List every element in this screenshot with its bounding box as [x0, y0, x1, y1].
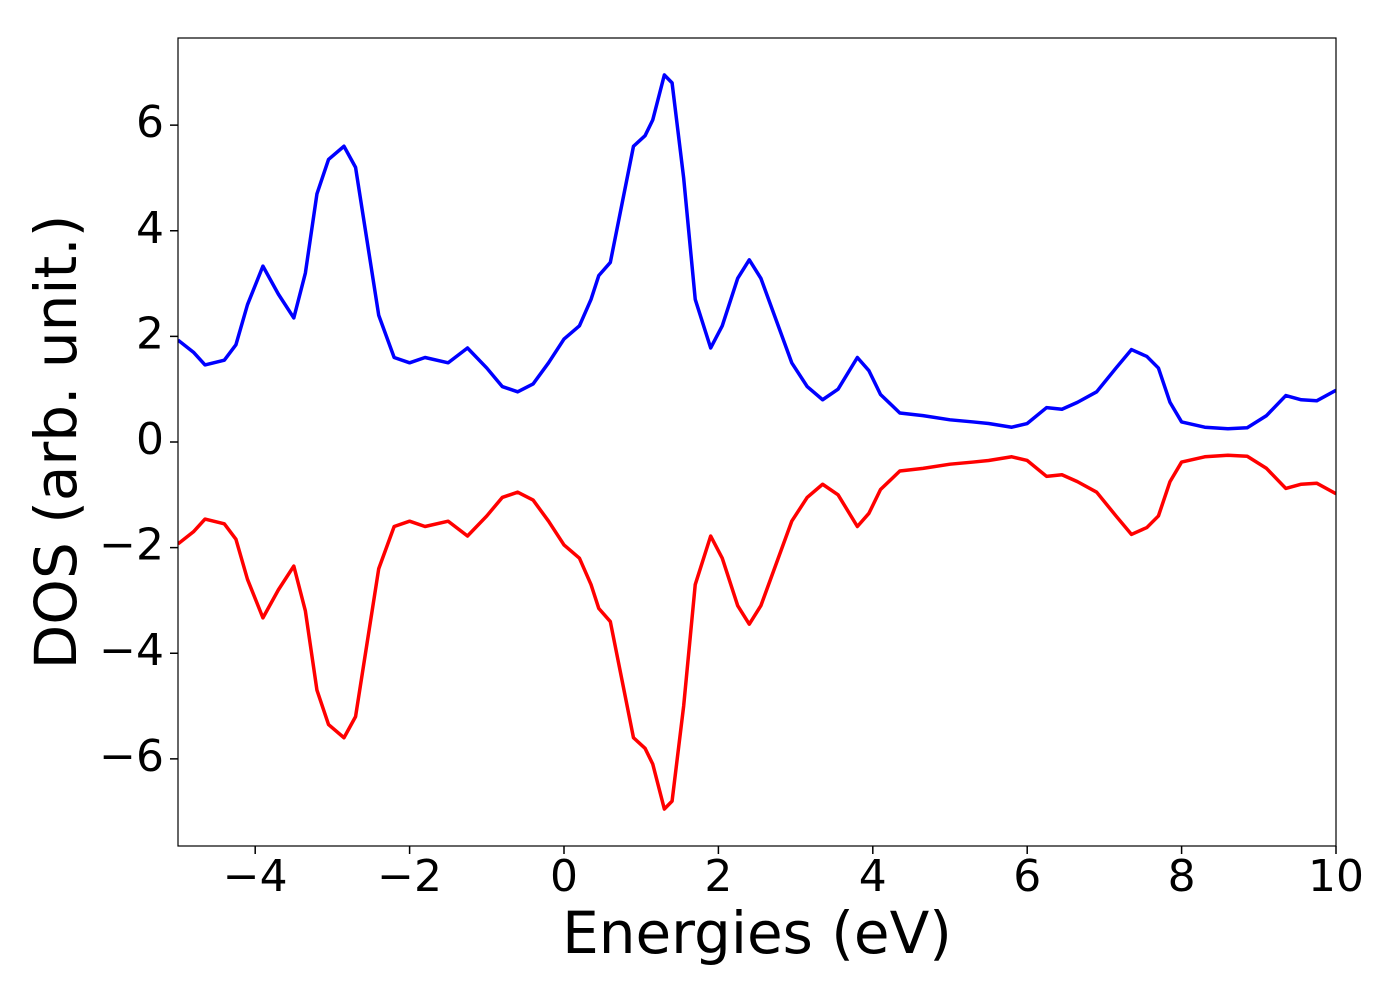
x-tick-label: 4: [859, 851, 887, 902]
y-tick-label: −2: [99, 520, 164, 571]
x-tick-label: −2: [377, 851, 442, 902]
x-tick-label: −4: [223, 851, 288, 902]
x-tick-label: 10: [1308, 851, 1364, 902]
x-axis-label: Energies (eV): [562, 899, 952, 967]
x-tick-label: 8: [1168, 851, 1196, 902]
series-line: [178, 453, 1336, 811]
y-tick-label: −4: [99, 625, 164, 676]
y-tick-label: 2: [136, 308, 164, 359]
y-tick-label: 4: [136, 203, 164, 254]
y-tick-label: 0: [136, 414, 164, 465]
plot-frame: [177, 37, 1337, 847]
y-tick-label: 6: [136, 97, 164, 148]
x-tick-label: 0: [550, 851, 578, 902]
y-axis-label: DOS (arb. unit.): [22, 215, 90, 670]
x-tick-label: 2: [704, 851, 732, 902]
y-tick-label: −6: [99, 731, 164, 782]
series-line: [178, 73, 1336, 431]
x-tick-label: 6: [1013, 851, 1041, 902]
